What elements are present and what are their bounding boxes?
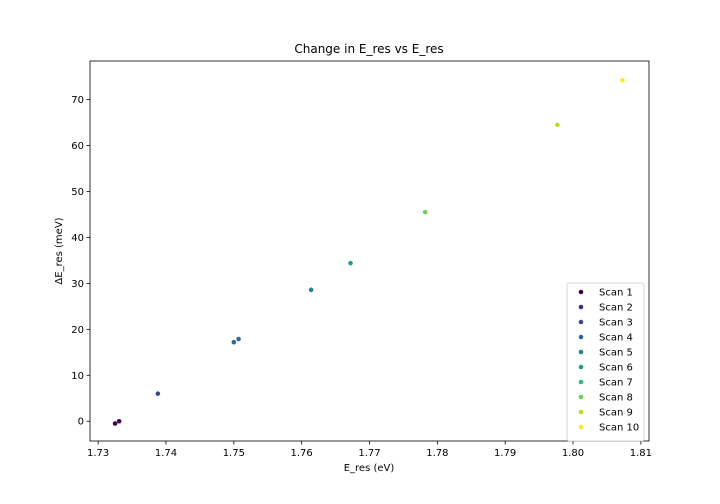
legend-entry: Scan 4	[599, 333, 633, 344]
legend-marker	[578, 349, 584, 355]
legend-marker	[578, 364, 584, 370]
data-point	[236, 336, 241, 342]
legend-marker	[578, 424, 584, 430]
legend-entry: Scan 9	[599, 408, 633, 419]
legend: Scan 1 Scan 2 Scan 3 Scan 4 Scan 5 Scan 6 Scan…	[566, 282, 645, 442]
y-tick-label: 20	[71, 325, 84, 336]
y-tick-label: 50	[71, 187, 84, 198]
data-point	[422, 209, 428, 215]
y-tick-label: 30	[71, 279, 84, 290]
data-point	[231, 339, 237, 345]
x-tick-label: 1.77	[358, 448, 380, 459]
legend-entry: Scan 2	[599, 303, 633, 314]
data-point	[348, 260, 353, 266]
legend-entry: Scan 10	[599, 423, 639, 434]
y-axis: 0 10 20 30 40 50 60 70	[71, 95, 90, 428]
legend-entry: Scan 7	[599, 378, 633, 389]
x-tick-label: 1.75	[223, 448, 245, 459]
legend-entry: Scan 3	[599, 318, 633, 329]
legend-marker	[578, 394, 584, 400]
x-tick-label: 1.81	[630, 448, 652, 459]
y-tick-label: 0	[78, 417, 84, 428]
chart-title: Change in E_res vs E_res	[294, 42, 443, 56]
data-point	[116, 418, 122, 424]
y-tick-label: 70	[71, 95, 84, 106]
legend-marker	[578, 289, 584, 295]
x-axis-label: E_res (eV)	[344, 463, 395, 474]
plot-area	[112, 77, 625, 426]
legend-entry: Scan 8	[599, 393, 633, 404]
legend-marker	[578, 319, 584, 325]
plot-frame	[89, 60, 650, 442]
data-point	[112, 421, 118, 426]
x-tick-label: 1.76	[291, 448, 313, 459]
x-tick-label: 1.73	[87, 448, 109, 459]
legend-marker	[578, 409, 584, 415]
legend-marker	[578, 379, 584, 385]
x-tick-label: 1.74	[155, 448, 177, 459]
x-tick-label: 1.78	[426, 448, 448, 459]
legend-box	[566, 282, 645, 442]
y-tick-label: 10	[71, 371, 84, 382]
data-point	[620, 77, 625, 83]
legend-entry: Scan 1	[599, 288, 633, 299]
data-point	[155, 391, 161, 396]
data-point	[555, 122, 560, 128]
y-tick-label: 40	[71, 233, 84, 244]
legend-marker	[578, 334, 584, 340]
x-tick-label: 1.79	[494, 448, 516, 459]
legend-marker	[578, 304, 584, 310]
y-tick-label: 60	[71, 141, 84, 152]
data-point	[308, 287, 314, 293]
x-tick-label: 1.80	[562, 448, 584, 459]
legend-entry: Scan 6	[599, 363, 633, 374]
x-axis: 1.73 1.74 1.75 1.76 1.77 1.78 1.79 1.80 1.81	[87, 441, 652, 459]
legend-entry: Scan 5	[599, 348, 633, 359]
y-axis-label: ΔE_res (meV)	[54, 217, 65, 284]
